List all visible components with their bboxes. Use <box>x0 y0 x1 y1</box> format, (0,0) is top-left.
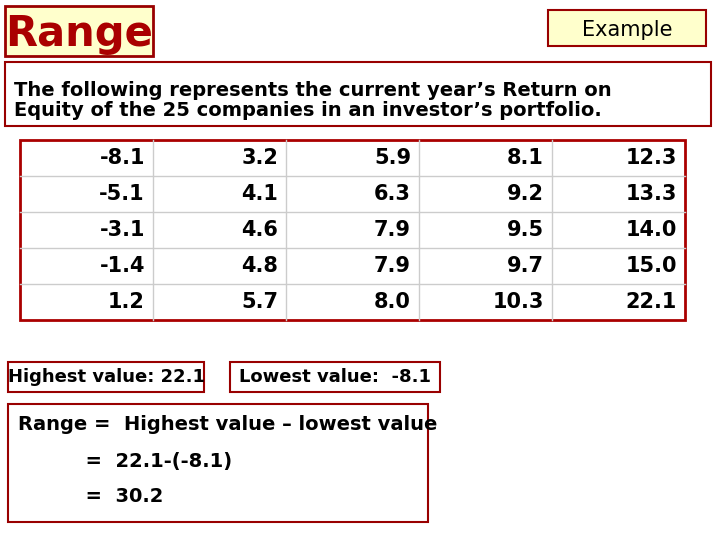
FancyBboxPatch shape <box>548 10 706 46</box>
Text: -1.4: -1.4 <box>99 256 145 276</box>
Text: 15.0: 15.0 <box>626 256 677 276</box>
FancyBboxPatch shape <box>8 362 204 392</box>
Text: 9.5: 9.5 <box>507 220 544 240</box>
Text: 5.7: 5.7 <box>241 292 278 312</box>
Text: Range =  Highest value – lowest value: Range = Highest value – lowest value <box>18 415 437 434</box>
Text: Range: Range <box>5 13 153 55</box>
FancyBboxPatch shape <box>5 62 711 126</box>
Text: 3.2: 3.2 <box>241 148 278 168</box>
Text: 8.1: 8.1 <box>507 148 544 168</box>
Text: =  22.1-(-8.1): = 22.1-(-8.1) <box>18 451 232 470</box>
FancyBboxPatch shape <box>8 404 428 522</box>
Text: 8.0: 8.0 <box>374 292 411 312</box>
Text: The following represents the current year’s Return on: The following represents the current yea… <box>14 81 611 100</box>
Text: Highest value: 22.1: Highest value: 22.1 <box>7 368 204 386</box>
FancyBboxPatch shape <box>230 362 440 392</box>
Text: 4.1: 4.1 <box>241 184 278 204</box>
Text: 4.8: 4.8 <box>241 256 278 276</box>
Text: =  30.2: = 30.2 <box>18 488 163 507</box>
Text: Example: Example <box>582 20 672 40</box>
Text: 4.6: 4.6 <box>241 220 278 240</box>
Text: -8.1: -8.1 <box>99 148 145 168</box>
Text: 6.3: 6.3 <box>374 184 411 204</box>
Text: 10.3: 10.3 <box>492 292 544 312</box>
Text: 1.2: 1.2 <box>108 292 145 312</box>
Text: Equity of the 25 companies in an investor’s portfolio.: Equity of the 25 companies in an investo… <box>14 101 602 120</box>
Text: 7.9: 7.9 <box>374 256 411 276</box>
Text: 9.2: 9.2 <box>507 184 544 204</box>
Text: -3.1: -3.1 <box>99 220 145 240</box>
Text: 13.3: 13.3 <box>626 184 677 204</box>
Text: 22.1: 22.1 <box>626 292 677 312</box>
Text: 14.0: 14.0 <box>626 220 677 240</box>
FancyBboxPatch shape <box>5 6 153 56</box>
FancyBboxPatch shape <box>20 140 685 320</box>
Text: 7.9: 7.9 <box>374 220 411 240</box>
Text: 12.3: 12.3 <box>626 148 677 168</box>
Text: 5.9: 5.9 <box>374 148 411 168</box>
Text: -5.1: -5.1 <box>99 184 145 204</box>
Text: 9.7: 9.7 <box>507 256 544 276</box>
Text: Lowest value:  -8.1: Lowest value: -8.1 <box>239 368 431 386</box>
